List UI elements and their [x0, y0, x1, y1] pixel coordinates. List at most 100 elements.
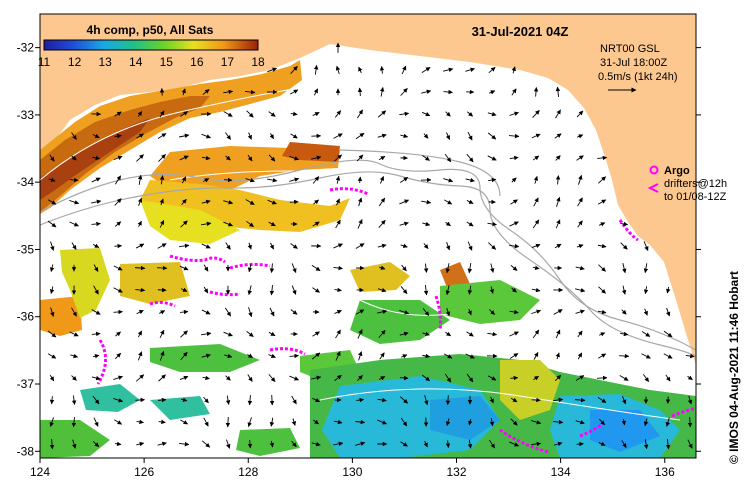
current-vector-arrow	[289, 375, 300, 381]
current-vector-arrow	[532, 109, 540, 118]
current-vector-arrow	[49, 286, 55, 294]
current-vector-arrow	[621, 309, 627, 315]
current-vector-arrow	[400, 396, 408, 404]
current-vector-arrow	[135, 287, 146, 293]
current-vector-arrow	[467, 241, 473, 251]
current-vector-arrow	[510, 265, 518, 271]
current-vector-arrow	[49, 264, 55, 273]
current-vector-arrow	[333, 419, 343, 425]
current-vector-arrow	[135, 243, 145, 249]
current-vector-arrow	[424, 395, 429, 406]
current-vector-arrow	[578, 174, 583, 185]
current-vector-arrow	[423, 440, 428, 448]
current-vector-arrow	[135, 397, 146, 403]
current-vector-arrow	[687, 375, 693, 381]
current-vector-arrow	[421, 67, 431, 73]
current-vector-arrow	[533, 175, 539, 184]
current-vector-arrow	[91, 221, 101, 227]
current-vector-arrow	[311, 375, 322, 381]
current-vector-arrow	[71, 416, 77, 428]
current-vector-arrow	[421, 199, 432, 205]
current-vector-arrow	[290, 66, 298, 74]
current-vector-arrow	[244, 89, 256, 95]
current-vector-arrow	[157, 441, 167, 447]
current-vector-arrow	[642, 374, 650, 383]
current-vector-arrow	[555, 352, 560, 360]
current-vector-arrow	[687, 439, 693, 449]
current-vector-arrow	[113, 287, 123, 293]
current-vector-arrow	[135, 265, 146, 271]
current-vector-arrow	[267, 177, 278, 183]
current-vector-arrow	[663, 353, 673, 359]
current-vector-arrow	[334, 287, 342, 293]
current-vector-arrow	[467, 308, 472, 316]
current-vector-arrow	[620, 242, 628, 250]
current-vector-arrow	[223, 331, 233, 337]
current-vector-arrow	[114, 198, 122, 206]
current-vector-arrow	[335, 175, 341, 184]
current-vector-arrow	[335, 65, 341, 75]
current-vector-arrow	[71, 242, 77, 250]
current-vector-arrow	[137, 197, 143, 206]
current-vector-arrow	[511, 66, 516, 74]
current-vector-arrow	[137, 174, 143, 185]
current-vector-arrow	[467, 439, 473, 449]
current-vector-arrow	[400, 441, 408, 447]
current-vector-arrow	[313, 419, 319, 425]
current-vector-arrow	[422, 353, 431, 359]
current-vector-arrow	[423, 263, 429, 273]
current-vector-arrow	[643, 263, 649, 274]
current-vector-arrow	[137, 220, 142, 228]
current-vector-arrow	[554, 374, 562, 382]
current-vector-arrow	[619, 375, 629, 381]
current-vector-arrow	[48, 177, 56, 182]
current-vector-arrow	[159, 198, 164, 206]
current-vector-arrow	[379, 86, 385, 97]
current-vector-arrow	[47, 353, 57, 359]
current-vector-arrow	[247, 395, 253, 406]
current-vector-arrow	[71, 132, 77, 140]
colorbar-tick-label: 16	[190, 55, 204, 69]
current-vector-arrow	[203, 264, 209, 272]
current-vector-arrow	[47, 199, 57, 205]
current-vector-arrow	[247, 132, 252, 140]
current-vector-arrow	[247, 264, 253, 273]
current-vector-arrow	[445, 111, 451, 117]
current-vector-arrow	[312, 176, 320, 184]
current-vector-arrow	[357, 87, 363, 97]
current-vector-arrow	[576, 110, 584, 118]
current-vector-arrow	[247, 285, 252, 296]
current-vector-arrow	[597, 309, 607, 315]
current-vector-arrow	[223, 200, 234, 205]
current-vector-arrow	[489, 263, 495, 273]
current-vector-arrow	[356, 397, 365, 403]
current-vector-arrow	[202, 89, 210, 95]
current-vector-arrow	[379, 352, 385, 360]
current-vector-arrow	[510, 418, 518, 426]
current-vector-arrow	[377, 110, 387, 118]
current-vector-arrow	[621, 418, 627, 426]
current-vector-arrow	[531, 133, 541, 139]
current-vector-arrow	[488, 66, 496, 74]
current-vector-arrow	[400, 88, 408, 96]
info-box: NRT00 GSL 31-Jul 18:00Z 0.5m/s (1kt 24h)	[598, 43, 677, 93]
current-vector-arrow	[335, 351, 341, 361]
current-vector-arrow	[158, 419, 166, 425]
current-vector-arrow	[268, 111, 276, 117]
current-vector-arrow	[311, 264, 321, 272]
current-vector-arrow	[50, 241, 55, 251]
current-vector-arrow	[357, 109, 363, 119]
current-vector-arrow	[114, 243, 123, 249]
current-vector-arrow	[114, 352, 122, 360]
current-vector-arrow	[181, 198, 187, 206]
current-vector-arrow	[532, 155, 540, 161]
current-vector-arrow	[533, 375, 539, 381]
current-vector-arrow	[378, 265, 386, 270]
current-vector-arrow	[665, 307, 671, 317]
current-vector-arrow	[553, 397, 564, 403]
current-vector-arrow	[49, 154, 55, 162]
current-vector-arrow	[69, 200, 80, 205]
current-vector-arrow	[532, 219, 540, 229]
current-vector-arrow	[136, 133, 144, 139]
